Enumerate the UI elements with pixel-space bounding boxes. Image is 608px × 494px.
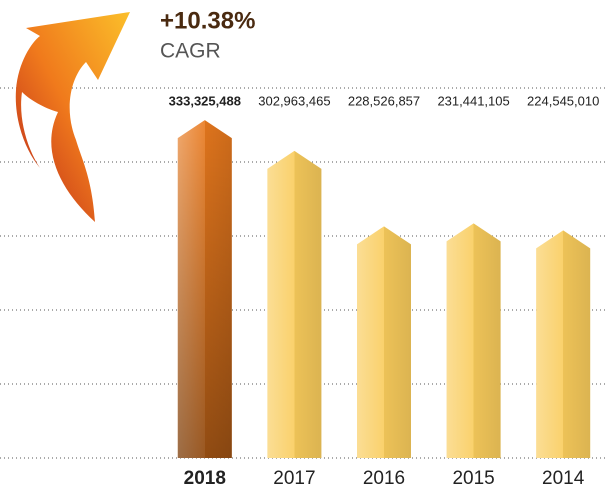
value-label: 228,526,857 (348, 93, 420, 108)
value-label: 302,963,465 (258, 93, 330, 108)
x-tick-label: 2018 (184, 468, 226, 489)
x-tick-label: 2014 (542, 468, 585, 489)
growth-arrow-icon (15, 12, 130, 222)
bar-shade (446, 223, 501, 458)
x-tick-label: 2015 (452, 468, 494, 489)
x-tick-label: 2016 (363, 468, 405, 489)
chart-title: +10.38% (160, 7, 255, 34)
bar-shade (177, 120, 232, 459)
bar-shade (357, 226, 411, 458)
bar-shade (267, 150, 322, 458)
value-label: 333,325,488 (169, 93, 241, 108)
value-label: 224,545,010 (527, 93, 599, 108)
x-tick-label: 2017 (273, 468, 315, 489)
bar-shade (536, 230, 591, 458)
value-label: 231,441,105 (437, 93, 509, 108)
chart-subtitle: CAGR (160, 40, 221, 63)
